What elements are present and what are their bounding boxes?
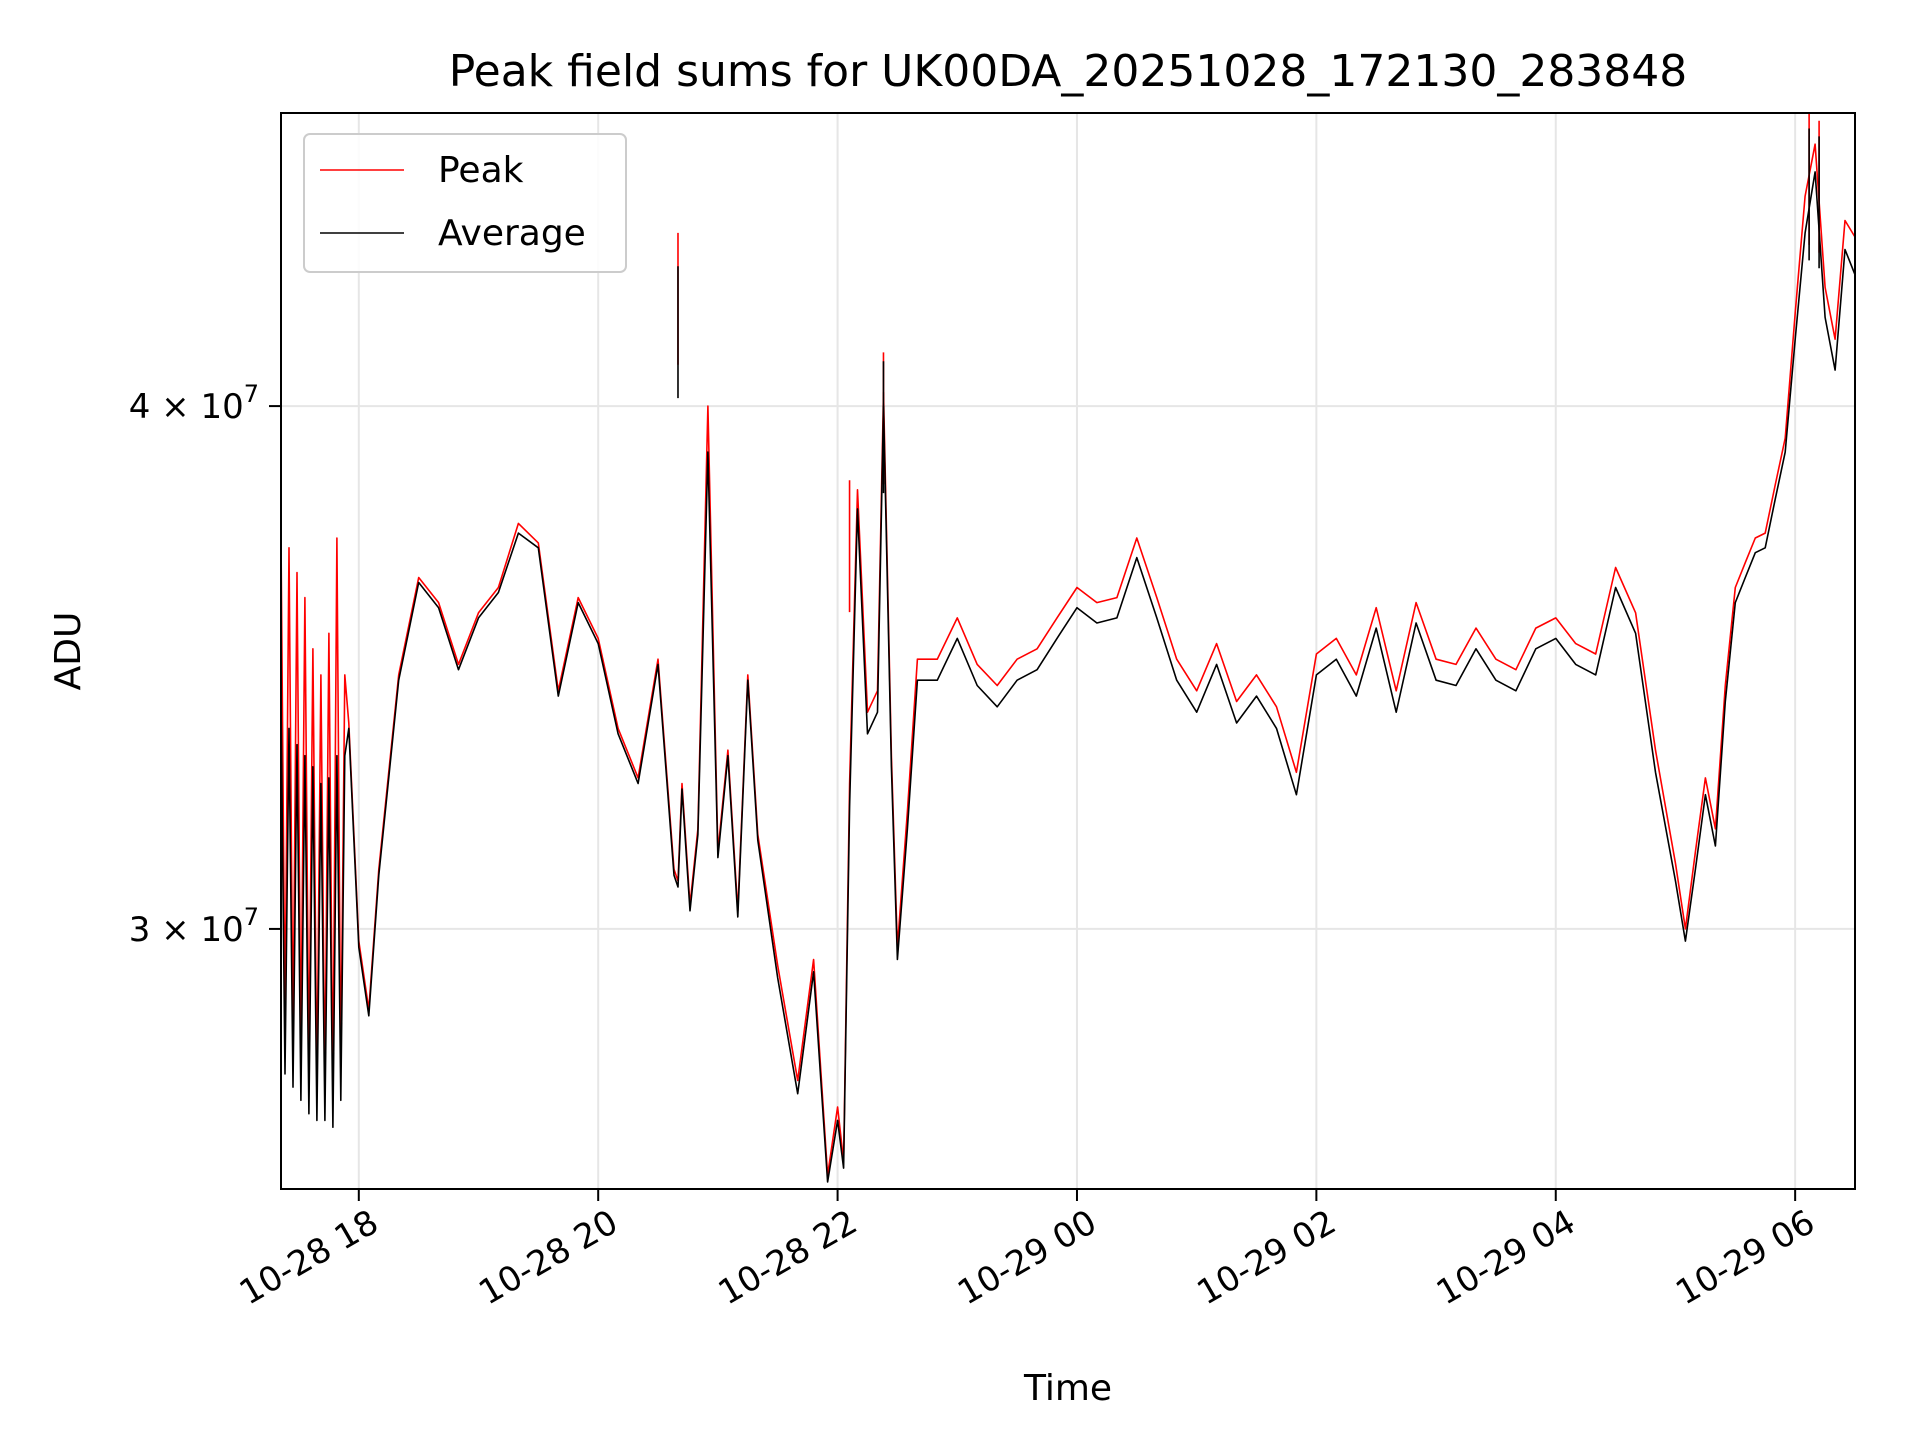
y-tick-label-exponent: 7: [244, 903, 259, 931]
y-tick-label-base: 4 × 10: [129, 387, 244, 427]
y-tick-label: 4 × 107: [129, 380, 259, 427]
series-lines: [281, 113, 1855, 1183]
y-tick-label-exponent: 7: [244, 380, 259, 408]
legend-label-peak: Peak: [438, 150, 524, 191]
y-axis-label: ADU: [48, 612, 89, 691]
y-tick-label-base: 3 × 10: [129, 910, 244, 950]
legend: Peak Average: [303, 133, 627, 273]
legend-label-average: Average: [438, 213, 586, 254]
series-line-average: [281, 171, 1855, 1183]
y-tick-label: 3 × 107: [129, 903, 259, 950]
grid: [281, 113, 1855, 1189]
chart-title: Peak field sums for UK00DA_20251028_1721…: [449, 46, 1688, 97]
x-axis-label: Time: [1023, 1368, 1112, 1409]
plot-frame: [280, 112, 1856, 1190]
series-average: [281, 128, 1855, 1183]
legend-box: [303, 133, 627, 273]
